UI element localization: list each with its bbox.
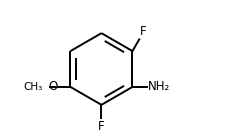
Text: NH₂: NH₂ xyxy=(148,80,170,93)
Text: CH₃: CH₃ xyxy=(24,82,43,92)
Text: F: F xyxy=(98,120,105,133)
Text: O: O xyxy=(48,80,57,93)
Text: F: F xyxy=(140,25,146,38)
